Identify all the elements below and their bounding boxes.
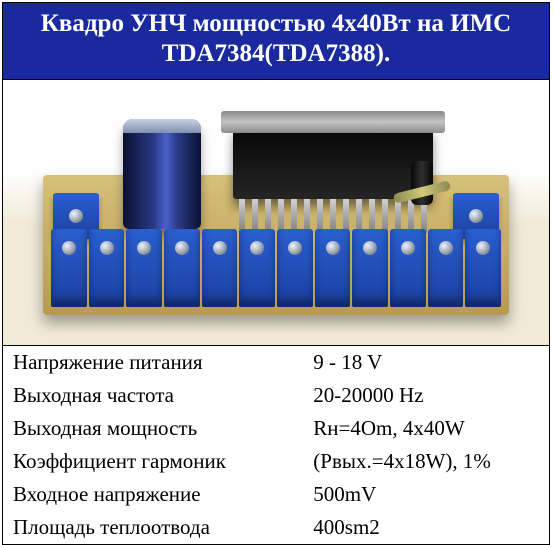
spec-value: (Рвых.=4х18W), 1% [303, 445, 549, 478]
spec-value: Rн=4Om, 4x40W [303, 412, 549, 445]
table-row: Площадь теплоотвода 400sm2 [3, 511, 549, 544]
title-line-1: Квадро УНЧ мощностью 4x40Вт на ИМС [13, 9, 539, 39]
spec-value: 500mV [303, 478, 549, 511]
spec-label: Напряжение питания [3, 346, 303, 379]
spec-table: Напряжение питания 9 - 18 V Выходная час… [3, 346, 549, 544]
spec-value: 20-20000 Hz [303, 379, 549, 412]
spec-value: 9 - 18 V [303, 346, 549, 379]
pcb-board [43, 175, 509, 315]
spec-label: Выходная мощность [3, 412, 303, 445]
title-bar: Квадро УНЧ мощностью 4x40Вт на ИМС TDA73… [3, 3, 549, 80]
spec-label: Коэффициент гармоник [3, 445, 303, 478]
table-row: Выходная частота 20-20000 Hz [3, 379, 549, 412]
chip-pins [233, 199, 433, 233]
spec-label: Площадь теплоотвода [3, 511, 303, 544]
spec-value: 400sm2 [303, 511, 549, 544]
table-row: Входное напряжение 500mV [3, 478, 549, 511]
spec-label: Входное напряжение [3, 478, 303, 511]
table-row: Выходная мощность Rн=4Om, 4x40W [3, 412, 549, 445]
table-row: Коэффициент гармоник (Рвых.=4х18W), 1% [3, 445, 549, 478]
title-line-2: TDA7384(TDA7388). [13, 39, 539, 69]
spec-card: Квадро УНЧ мощностью 4x40Вт на ИМС TDA73… [2, 2, 550, 545]
electrolytic-capacitor [123, 119, 201, 229]
product-photo [3, 80, 549, 346]
amplifier-chip [233, 127, 433, 199]
spec-label: Выходная частота [3, 379, 303, 412]
terminal-strip [51, 229, 501, 307]
table-row: Напряжение питания 9 - 18 V [3, 346, 549, 379]
